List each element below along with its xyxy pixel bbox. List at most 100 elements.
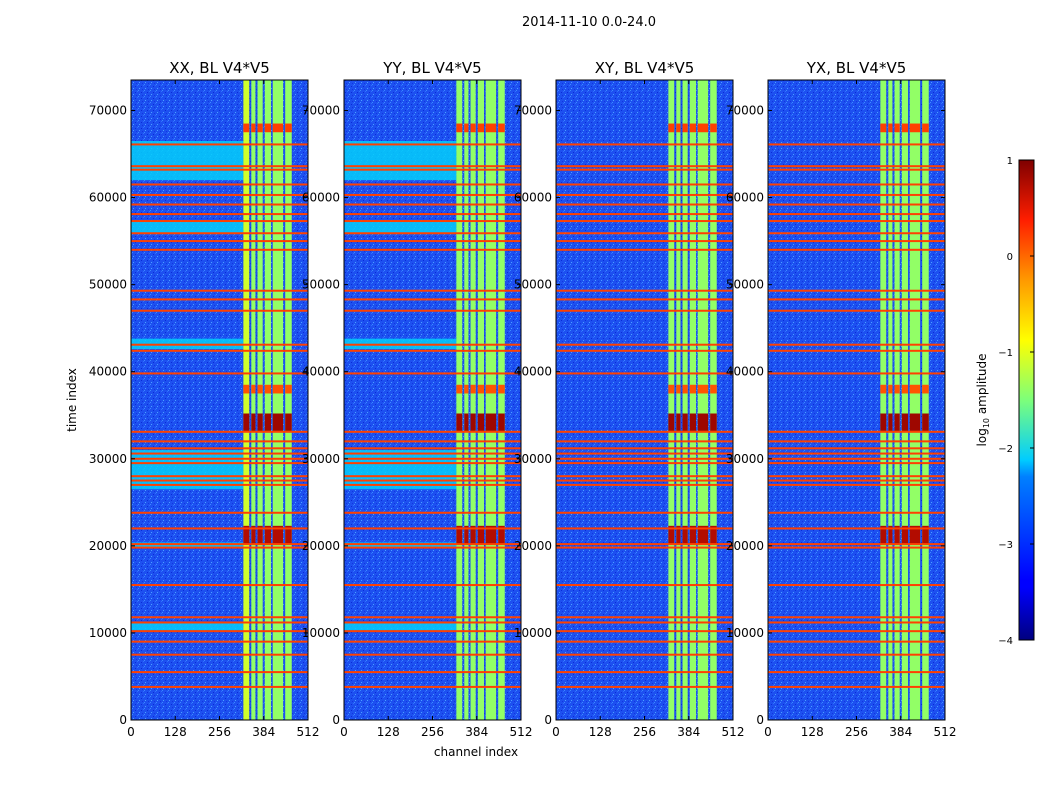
flagged-row — [344, 452, 521, 455]
flagged-row — [131, 475, 308, 478]
rfi-event — [264, 123, 272, 133]
flagged-row — [768, 168, 945, 171]
x-tick-label: 384 — [465, 725, 488, 739]
x-tick-label: 512 — [722, 725, 745, 739]
flagged-row — [768, 479, 945, 482]
flagged-row — [344, 220, 521, 223]
rfi-event — [477, 123, 485, 133]
rfi-event — [485, 525, 497, 545]
flagged-row — [768, 452, 945, 455]
rfi-event — [682, 123, 688, 133]
rfi-event — [888, 413, 893, 431]
flagged-row — [344, 143, 521, 146]
flagged-row — [556, 447, 733, 450]
flagged-row — [131, 193, 308, 196]
x-tick-label: 384 — [252, 725, 275, 739]
x-tick-label: 384 — [889, 725, 912, 739]
colorbar-label-base: log — [975, 428, 989, 446]
flagged-row — [131, 543, 308, 546]
rfi-event — [470, 413, 476, 431]
rfi-channel-band — [697, 80, 709, 720]
rfi-channel-band — [498, 80, 505, 720]
rfi-event — [272, 123, 284, 133]
flagged-row — [768, 475, 945, 478]
rfi-event — [456, 413, 463, 431]
rfi-channel-band — [922, 80, 929, 720]
cyan-band — [131, 622, 244, 631]
rfi-event — [285, 123, 292, 133]
rfi-event — [470, 525, 476, 545]
rfi-event — [251, 525, 256, 545]
flagged-row — [556, 546, 733, 549]
rfi-event — [456, 525, 463, 545]
rfi-channel-band — [477, 80, 485, 720]
rfi-channel-band — [251, 80, 256, 720]
x-tick-label: 128 — [164, 725, 187, 739]
flagged-row — [344, 462, 521, 465]
flagged-row — [344, 483, 521, 486]
rfi-event — [464, 123, 469, 133]
flagged-row — [768, 440, 945, 443]
y-tick-label: 20000 — [514, 539, 552, 553]
rfi-event — [894, 384, 900, 394]
rfi-event — [257, 525, 263, 545]
rfi-event — [257, 413, 263, 431]
flagged-row — [344, 343, 521, 346]
flagged-row — [768, 584, 945, 587]
rfi-channel-band — [888, 80, 893, 720]
flagged-row — [344, 309, 521, 312]
flagged-row — [131, 685, 308, 688]
flagged-row — [131, 640, 308, 643]
rfi-event — [689, 413, 697, 431]
y-tick-label: 10000 — [514, 626, 552, 640]
flagged-row — [131, 430, 308, 433]
rfi-channel-band — [909, 80, 921, 720]
flagged-row — [768, 462, 945, 465]
rfi-event — [668, 413, 675, 431]
rfi-event — [880, 384, 887, 394]
flagged-row — [131, 671, 308, 674]
rfi-channel-band — [668, 80, 675, 720]
flagged-row — [131, 232, 308, 235]
rfi-event — [901, 123, 909, 133]
rfi-event — [710, 413, 717, 431]
flagged-row — [556, 685, 733, 688]
flagged-row — [131, 483, 308, 486]
flagged-row — [768, 546, 945, 549]
colorbar-tick-label: −2 — [998, 444, 1013, 455]
flagged-row — [768, 289, 945, 292]
rfi-event — [272, 413, 284, 431]
flagged-row — [131, 203, 308, 206]
flagged-row — [768, 640, 945, 643]
flagged-row — [556, 165, 733, 168]
flagged-row — [556, 349, 733, 352]
y-tick-label: 30000 — [89, 452, 127, 466]
y-tick-label: 0 — [119, 713, 127, 727]
flagged-row — [344, 457, 521, 460]
flagged-row — [556, 248, 733, 251]
flagged-row — [131, 479, 308, 482]
rfi-channel-band — [285, 80, 292, 720]
rfi-event — [697, 525, 709, 545]
panels: XX, BL V4*V5 0 128 256 384 512 0 10000 20000 3000… — [89, 59, 957, 739]
rfi-channel-band — [880, 80, 887, 720]
y-tick-label: 40000 — [726, 365, 764, 379]
flagged-row — [556, 203, 733, 206]
rfi-channel-band — [901, 80, 909, 720]
flagged-row — [556, 584, 733, 587]
y-tick-label: 10000 — [89, 626, 127, 640]
flagged-row — [344, 653, 521, 656]
panel-xx: XX, BL V4*V5 0 128 256 384 512 0 10000 20000 3000… — [89, 59, 320, 739]
flagged-row — [131, 220, 308, 223]
x-tick-label: 0 — [340, 725, 348, 739]
y-tick-label: 40000 — [89, 365, 127, 379]
flagged-row — [556, 452, 733, 455]
flagged-row — [768, 621, 945, 624]
rfi-event — [922, 384, 929, 394]
flagged-row — [556, 653, 733, 656]
flagged-row — [768, 298, 945, 301]
rfi-event — [243, 123, 250, 133]
flagged-row — [556, 483, 733, 486]
rfi-event — [668, 384, 675, 394]
rfi-event — [676, 413, 681, 431]
